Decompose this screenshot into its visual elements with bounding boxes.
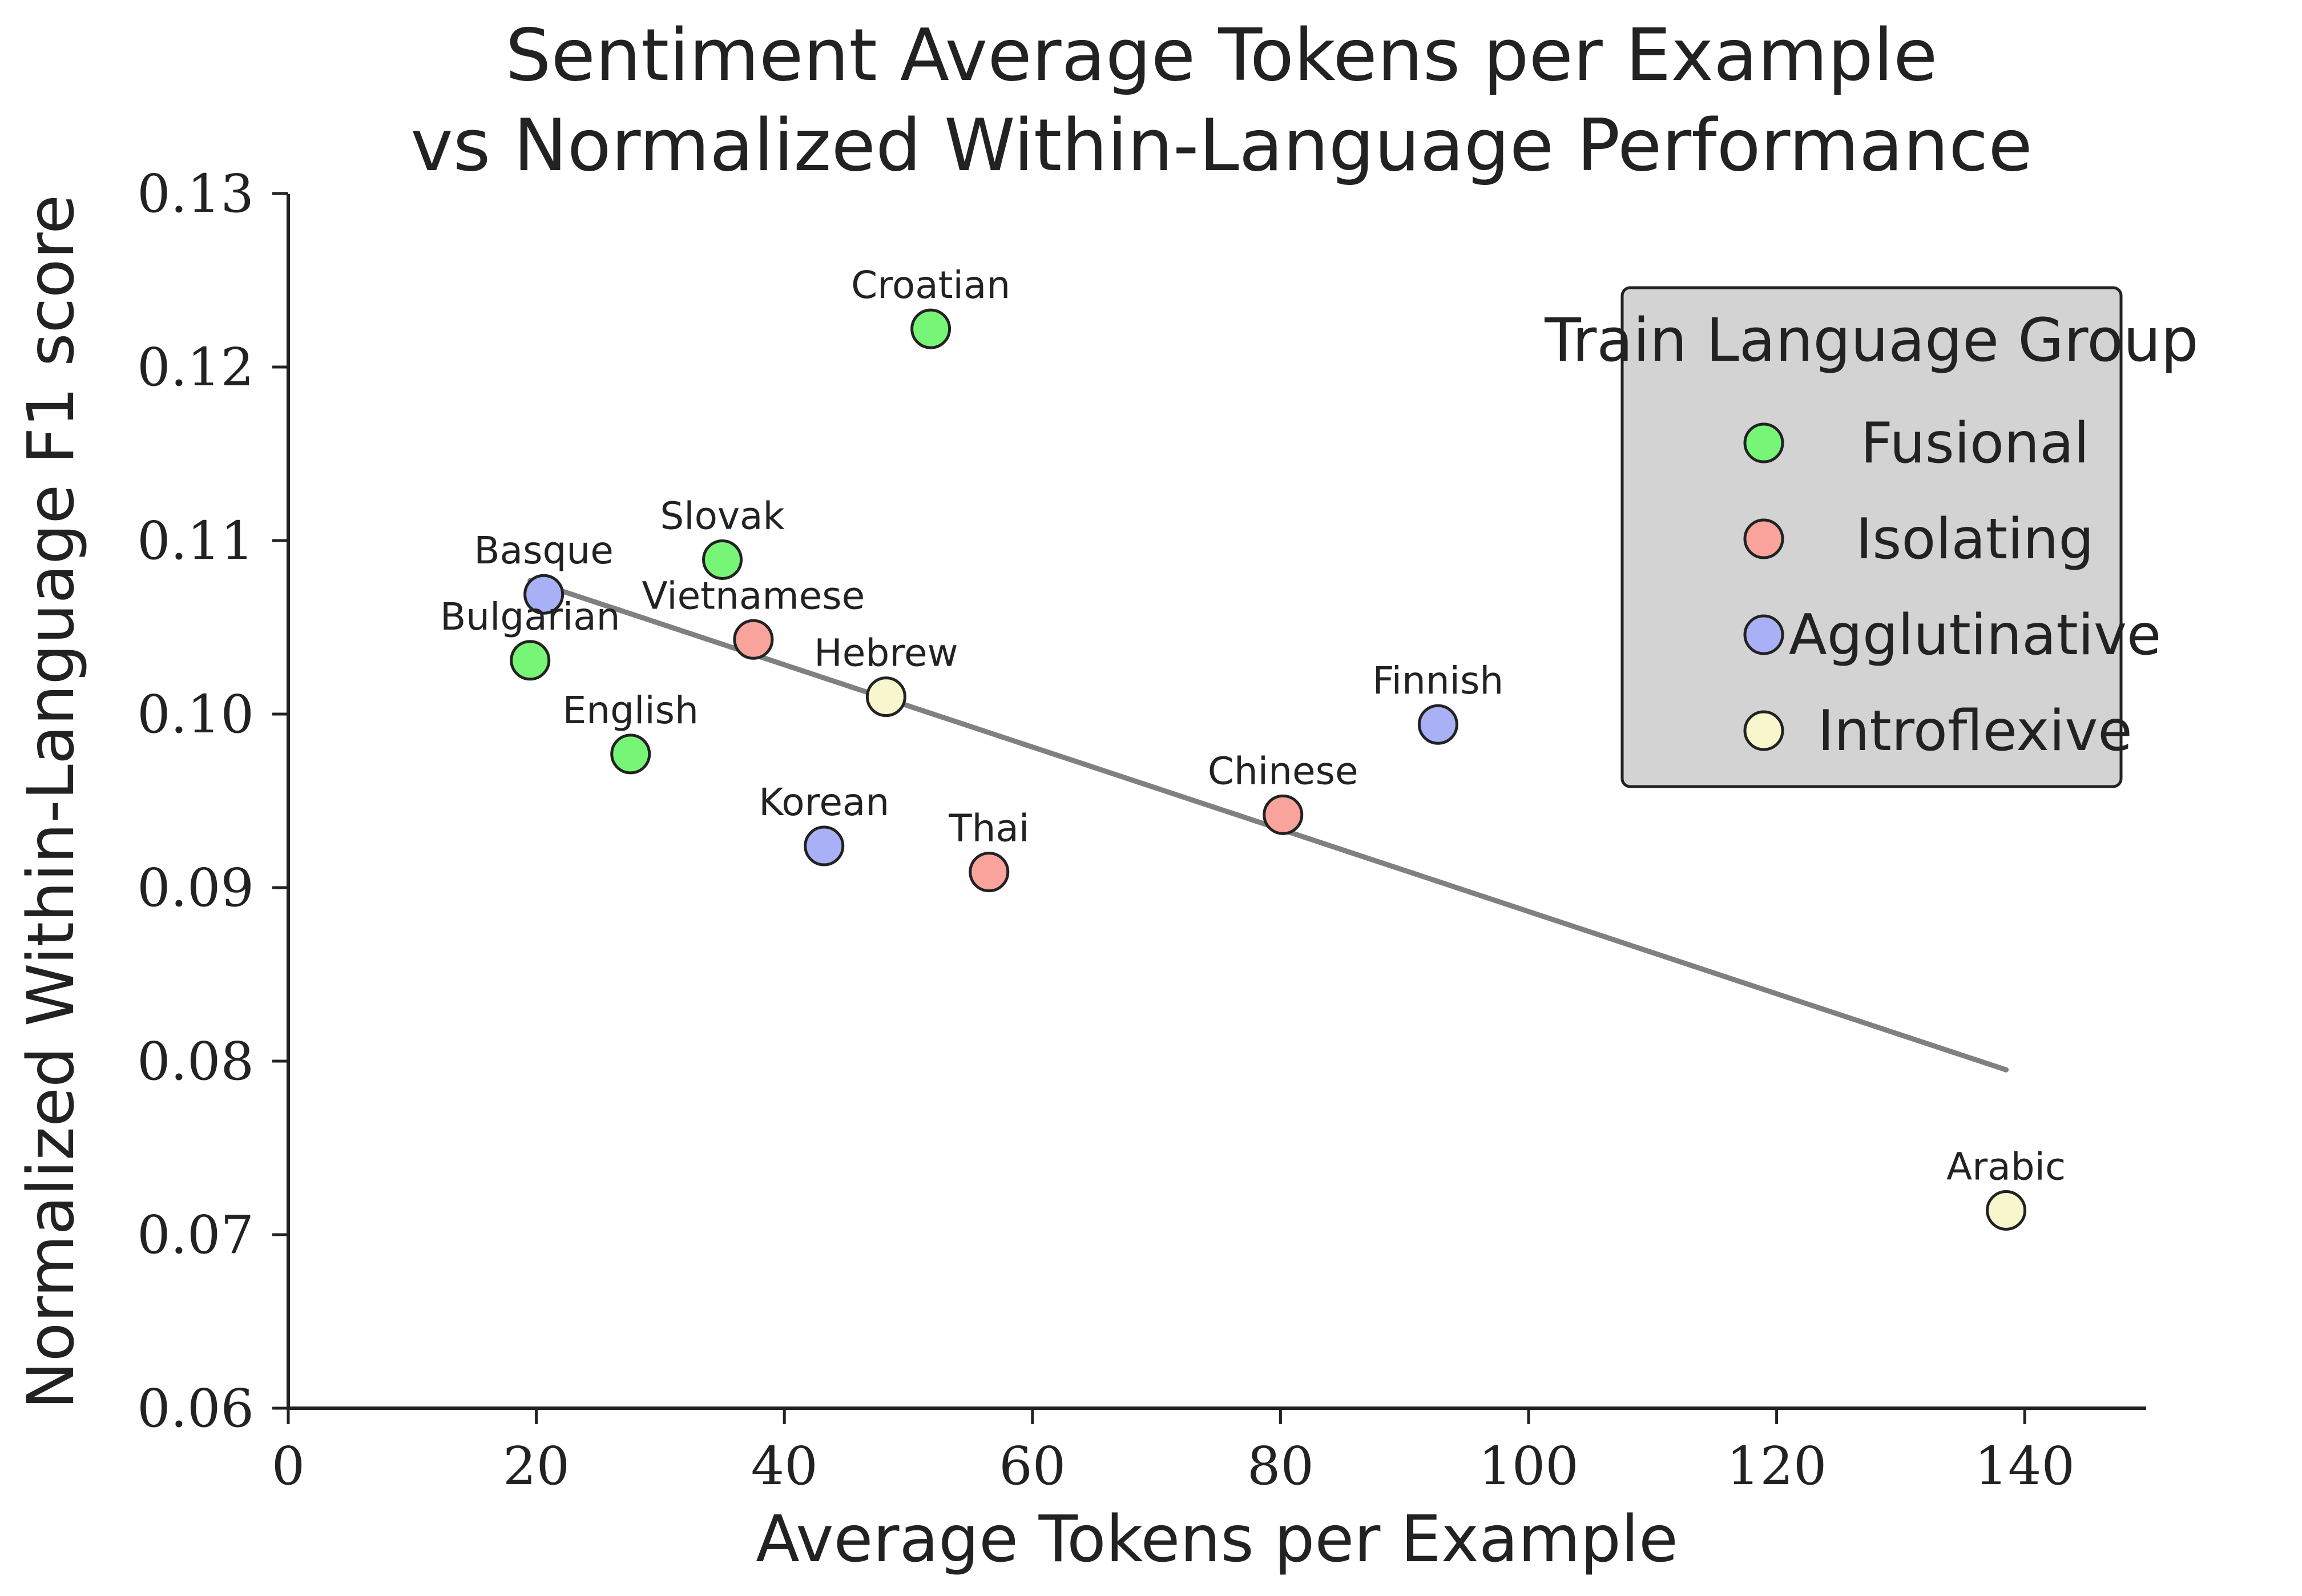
data-point-basque	[523, 574, 565, 615]
data-point-chinese	[1263, 794, 1304, 835]
axes: 0 20 40 60 80 100 120 140 0.060.070.080.090.100…	[137, 163, 2146, 1497]
point-label-basque: Basque	[474, 529, 613, 573]
y-tick-label: 0.13	[137, 163, 254, 224]
legend-marker-agglutinative	[1743, 614, 1784, 655]
point-label-slovak: Slovak	[660, 494, 785, 538]
point-label-hebrew: Hebrew	[814, 631, 958, 675]
y-tick-label: 0.08	[137, 1031, 254, 1092]
point-label-english: English	[563, 688, 699, 732]
chart-title-line-2: vs Normalized Within-Language Performanc…	[410, 103, 2033, 187]
legend-marker-introflexive	[1743, 710, 1784, 751]
legend-label-fusional: Fusional	[1861, 411, 2090, 476]
x-tick-label: 40	[751, 1436, 818, 1497]
scatter-points	[510, 308, 2027, 1231]
legend-entries: Fusional Isolating Agglutinative Introflexi…	[1743, 411, 2162, 764]
data-point-thai	[969, 852, 1010, 893]
x-ticks: 0 20 40 60 80 100 120 140	[272, 1408, 2075, 1497]
x-tick-label: 120	[1727, 1436, 1827, 1497]
y-ticks: 0.06 0.07 0.08 0.09 0.10 0.11 0.12 0.13	[137, 163, 288, 1439]
legend-label-agglutinative: Agglutinative	[1789, 603, 2162, 668]
x-tick-label: 140	[1974, 1436, 2075, 1497]
y-tick-label: 0.10	[137, 684, 254, 745]
point-label-thai: Thai	[948, 807, 1029, 851]
data-point-vietnamese	[733, 619, 774, 660]
data-point-korean	[804, 825, 845, 866]
legend-marker-isolating	[1743, 518, 1784, 559]
x-axis-label: Average Tokens per Example	[756, 1502, 1678, 1577]
x-tick-label: 60	[999, 1436, 1066, 1497]
point-labels: Croatian Slovak Basque Vietnamese Bulgarian H…	[440, 263, 2066, 1188]
point-label-finnish: Finnish	[1373, 659, 1504, 703]
x-tick-label: 100	[1478, 1436, 1579, 1497]
x-tick-label: 0	[272, 1436, 305, 1497]
data-point-english	[610, 733, 651, 775]
legend: Train Language Group Fusional Isolating Ag…	[1544, 286, 2199, 788]
point-label-bulgarian: Bulgarian	[440, 595, 620, 639]
point-label-chinese: Chinese	[1208, 749, 1358, 793]
x-tick-label: 20	[503, 1436, 570, 1497]
data-point-slovak	[702, 539, 743, 580]
y-tick-label: 0.07	[137, 1204, 254, 1265]
data-point-croatian	[910, 308, 952, 349]
chart-title: Sentiment Average Tokens per Example vs …	[410, 13, 2033, 187]
data-point-finnish	[1417, 704, 1458, 745]
y-axis-label: Normalized Within-Language F1 score	[14, 195, 88, 1409]
legend-label-introflexive: Introflexive	[1817, 699, 2132, 764]
point-label-korean: Korean	[759, 780, 889, 824]
point-label-arabic: Arabic	[1946, 1144, 2066, 1188]
point-label-vietnamese: Vietnamese	[642, 574, 865, 618]
legend-title: Train Language Group	[1544, 305, 2199, 375]
data-point-arabic	[1986, 1190, 2027, 1231]
legend-marker-fusional	[1743, 422, 1784, 464]
x-tick-label: 80	[1247, 1436, 1314, 1497]
data-point-hebrew	[865, 676, 906, 718]
y-tick-label: 0.09	[137, 857, 254, 918]
point-label-croatian: Croatian	[851, 263, 1010, 307]
y-tick-label: 0.12	[137, 337, 254, 398]
legend-label-isolating: Isolating	[1856, 507, 2094, 572]
y-tick-label: 0.11	[137, 510, 254, 571]
data-point-bulgarian	[510, 640, 551, 681]
y-tick-label: 0.06	[137, 1378, 254, 1439]
legend-box	[1620, 286, 2123, 788]
chart-title-line-1: Sentiment Average Tokens per Example	[506, 13, 1938, 97]
